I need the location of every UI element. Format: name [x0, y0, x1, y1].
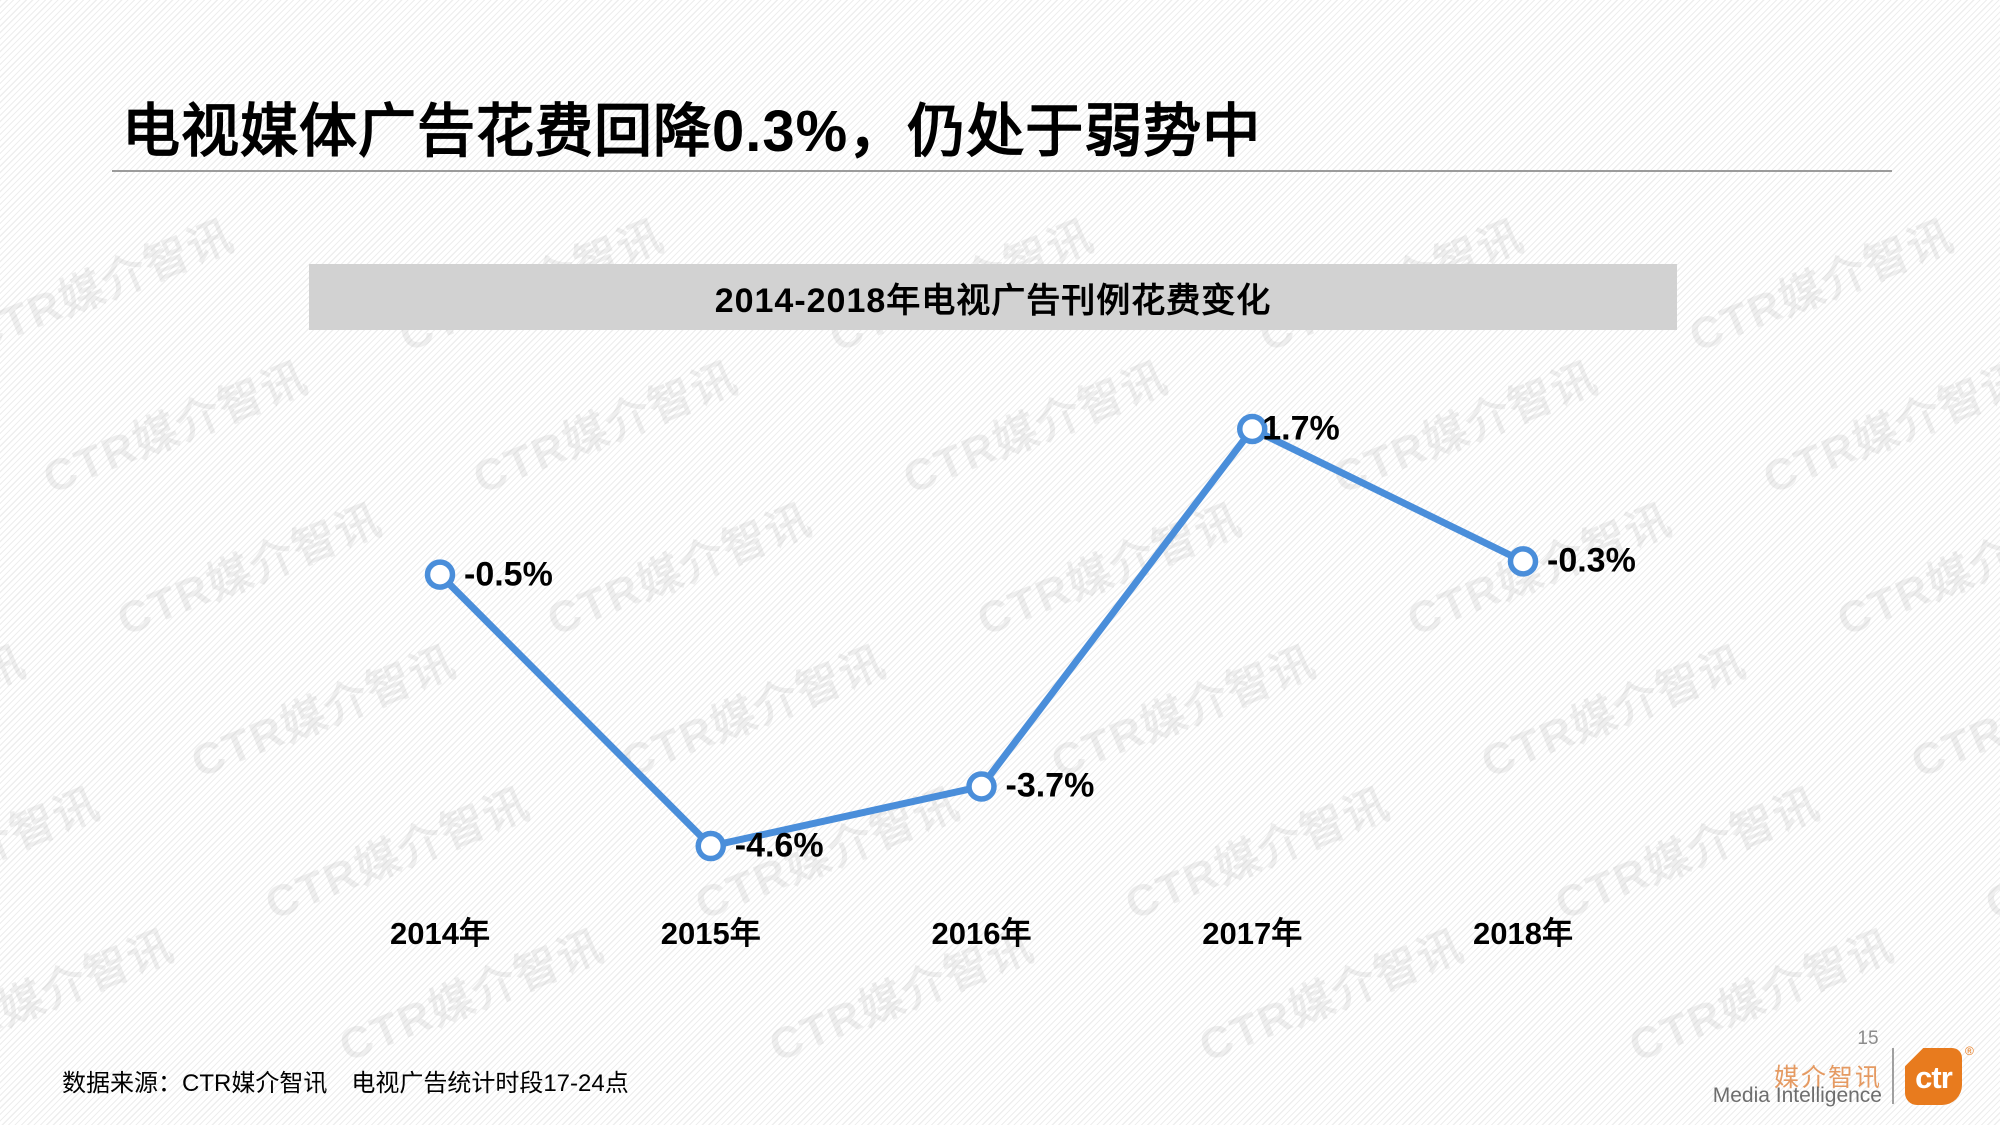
data-point-marker: [966, 771, 997, 802]
data-point-marker: [424, 559, 456, 590]
chart-title-banner: 2014-2018年电视广告刊例花费变化: [309, 264, 1677, 330]
data-point-label: -4.6%: [734, 826, 824, 865]
data-point-label: -3.7%: [1005, 766, 1095, 805]
title-underline: [112, 170, 1892, 172]
data-point-marker: [1507, 546, 1539, 577]
ctr-logo: ctr: [1905, 1048, 1962, 1105]
x-axis-label: 2016年: [931, 916, 1032, 951]
slide-title: 电视媒体广告花费回降0.3%，仍处于弱势中: [122, 99, 1262, 164]
registered-trademark-icon: ®: [1965, 1044, 1974, 1058]
data-point-label: -0.3%: [1547, 541, 1636, 580]
x-axis-label: 2018年: [1473, 916, 1573, 951]
ctr-logo-text: ctr: [1915, 1059, 1953, 1095]
x-axis-label: 2015年: [660, 916, 761, 951]
logo-divider: [1892, 1048, 1894, 1104]
brand-name-chinese: 媒介智讯: [1773, 1064, 1882, 1092]
x-axis-label: 2014年: [390, 916, 490, 951]
source-note: 数据来源：CTR媒介智讯 电视广告统计时段17-24点: [62, 1070, 629, 1097]
data-point-label: -0.5%: [464, 555, 553, 594]
data-point-marker: [1237, 413, 1268, 445]
data-point-marker: [695, 830, 726, 862]
data-point-label: 1.7%: [1262, 409, 1340, 448]
brand-name-english: Media Intelligence: [1712, 1084, 1882, 1107]
page-number: 15: [1857, 1028, 1879, 1049]
x-axis-label: 2017年: [1202, 916, 1303, 951]
chart-title: 2014-2018年电视广告刊例花费变化: [714, 281, 1272, 320]
